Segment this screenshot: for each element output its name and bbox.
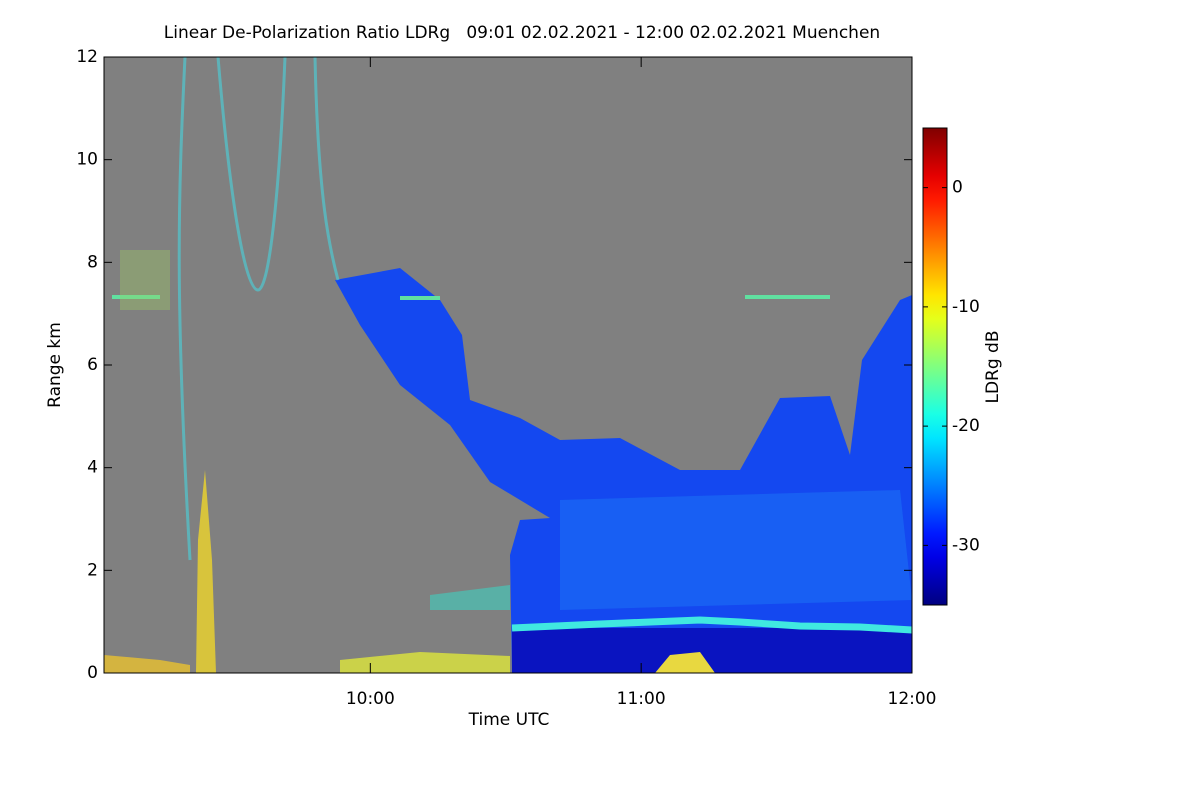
wave-trace: [177, 56, 340, 561]
y-tick-label: 8: [87, 252, 98, 272]
colorbar-tick-label: 0: [952, 178, 963, 198]
y-tick-label: 0: [87, 663, 98, 683]
y-axis-label: Range km: [45, 322, 65, 408]
colorbar-label: LDRg dB: [983, 330, 1003, 403]
ground-clutter: [104, 655, 190, 673]
boundary-layer: [512, 628, 912, 673]
y-tick-label: 12: [76, 47, 98, 67]
x-axis-label: Time UTC: [468, 710, 550, 730]
aerosol-patch: [430, 585, 510, 610]
x-tick-label: 12:00: [888, 689, 937, 709]
y-tick-label: 2: [87, 560, 98, 580]
colorbar-scale: [922, 127, 948, 606]
colorbar-tick-label: -10: [952, 297, 980, 317]
chart-title: Linear De-Polarization Ratio LDRg 09:01 …: [164, 23, 880, 43]
cloud-core: [560, 490, 912, 610]
x-tick-label: 10:00: [346, 689, 395, 709]
dust-column: [196, 470, 216, 673]
colorbar-tick-label: -20: [952, 416, 980, 436]
ground-clutter: [340, 652, 510, 673]
speckle-region: [120, 250, 170, 310]
colorbar-tick-label: -30: [952, 535, 980, 555]
ground-clutter: [655, 652, 715, 673]
echo-features: [104, 56, 913, 673]
y-tick-label: 4: [87, 458, 98, 478]
y-tick-label: 10: [76, 150, 98, 170]
layer-trace: [112, 295, 830, 300]
x-tick-label: 11:00: [617, 689, 666, 709]
y-tick-label: 6: [87, 355, 98, 375]
aerosol-top: [511, 616, 913, 634]
colorbar: -30 -20 -10 0: [922, 127, 980, 606]
plot-area: [103, 56, 913, 674]
